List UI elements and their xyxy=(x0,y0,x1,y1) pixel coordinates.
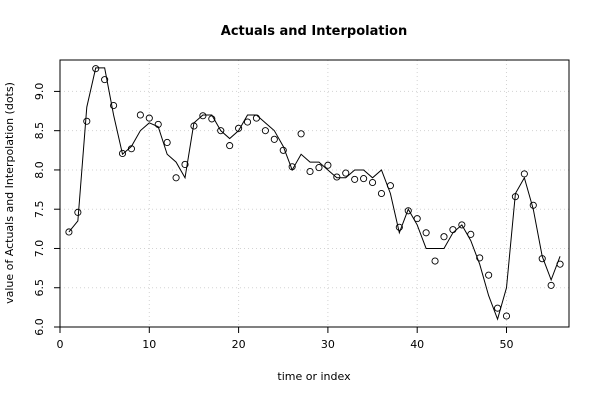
actual-point xyxy=(199,112,207,120)
actual-point xyxy=(297,130,305,138)
x-tick-label: 30 xyxy=(321,338,335,351)
actual-point xyxy=(208,115,216,123)
y-tick-label: 7.0 xyxy=(33,240,46,258)
actual-point xyxy=(386,182,394,190)
actual-point xyxy=(360,175,368,183)
x-tick-label: 40 xyxy=(410,338,424,351)
x-tick-label: 50 xyxy=(499,338,513,351)
actual-point xyxy=(342,169,350,177)
actual-point xyxy=(538,255,546,263)
y-tick-label: 9.0 xyxy=(33,83,46,101)
actual-point xyxy=(556,260,564,268)
y-tick-label: 7.5 xyxy=(33,200,46,218)
y-tick-label: 8.0 xyxy=(33,161,46,179)
actual-point xyxy=(154,120,162,128)
actual-point xyxy=(190,122,198,130)
actual-point xyxy=(529,201,537,209)
actual-point xyxy=(226,142,234,150)
x-tick-label: 0 xyxy=(57,338,64,351)
actual-point xyxy=(315,164,323,172)
chart-title: Actuals and Interpolation xyxy=(221,24,407,39)
actual-point xyxy=(351,175,359,183)
actual-point xyxy=(440,233,448,241)
actual-point xyxy=(136,111,144,119)
actual-point xyxy=(494,304,502,312)
actual-point xyxy=(511,193,519,201)
x-axis-label: time or index xyxy=(277,370,351,383)
actual-point xyxy=(181,160,189,168)
actual-point xyxy=(306,167,314,176)
actual-point xyxy=(279,146,287,154)
actual-point xyxy=(333,173,341,181)
actual-point xyxy=(252,114,261,122)
actual-point xyxy=(413,215,421,223)
actual-point xyxy=(145,114,153,122)
plot-frame xyxy=(59,59,570,328)
y-tick-label: 8.5 xyxy=(33,122,46,140)
actual-point xyxy=(404,207,412,215)
actual-point xyxy=(467,230,475,238)
actual-point xyxy=(502,312,511,320)
interpolation-line-layer xyxy=(68,67,561,321)
y-axis-label: value of Actuals and Interpolation (dots… xyxy=(3,82,16,304)
actual-point xyxy=(101,76,109,84)
y-tick-label: 6.0 xyxy=(33,318,46,336)
actual-point xyxy=(449,226,457,234)
actual-point xyxy=(261,127,269,135)
actual-point xyxy=(368,178,377,187)
actual-point xyxy=(235,124,243,132)
actual-point xyxy=(547,281,555,289)
actual-point xyxy=(83,117,91,125)
actual-point xyxy=(172,174,180,182)
interpolation-line xyxy=(68,67,561,321)
actual-point xyxy=(520,170,528,178)
actual-point xyxy=(476,254,484,262)
actual-point xyxy=(127,145,135,153)
actual-point xyxy=(288,163,296,171)
actual-point xyxy=(270,135,278,143)
actual-point xyxy=(92,65,100,73)
x-tick-label: 10 xyxy=(142,338,156,351)
actual-point xyxy=(395,223,403,231)
actual-point xyxy=(163,138,171,147)
x-axis-ticks: 0 10 20 30 40 50 xyxy=(57,327,513,351)
y-axis-ticks: 6.0 6.5 7.0 7.5 8.0 8.5 9.0 xyxy=(33,83,60,336)
actual-point xyxy=(458,221,466,229)
actual-point xyxy=(217,127,225,135)
actuals-points-layer xyxy=(65,65,564,320)
actual-point xyxy=(422,229,430,237)
actual-point xyxy=(431,257,439,265)
actual-point xyxy=(377,189,386,198)
actual-point xyxy=(118,149,127,157)
grid xyxy=(59,60,569,328)
y-tick-label: 6.5 xyxy=(33,279,46,297)
actual-point xyxy=(324,161,332,169)
actual-point xyxy=(485,271,493,279)
x-tick-label: 20 xyxy=(232,338,246,351)
actual-point xyxy=(110,101,118,110)
actual-point xyxy=(74,208,82,216)
actual-point xyxy=(65,228,73,236)
actual-point xyxy=(243,118,252,126)
